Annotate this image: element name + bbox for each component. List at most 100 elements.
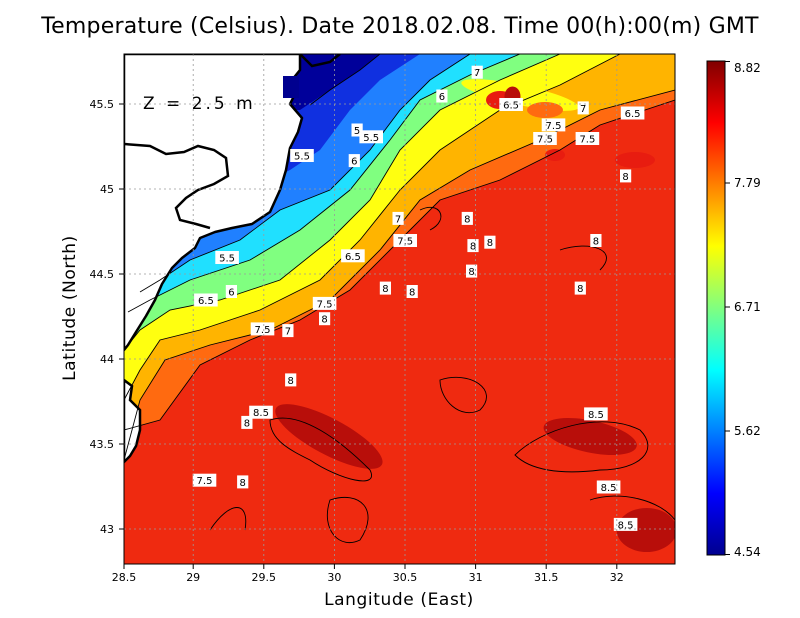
contour-label: 8	[319, 312, 331, 326]
contour-label-text: 7	[474, 68, 480, 79]
contour-label-text: 8.5	[618, 520, 634, 531]
contour-label-box	[250, 322, 275, 336]
contour-label-text: 8	[464, 214, 470, 225]
contour-label-box	[467, 239, 479, 253]
contour-label-text: 5.5	[363, 133, 379, 144]
warm-eddy-north-4	[615, 152, 655, 168]
contour-label: 8	[590, 234, 602, 248]
contour-label-text: 8	[622, 172, 628, 183]
warm-eddy-north-2	[527, 102, 563, 118]
contour-label-box	[575, 132, 600, 145]
contour-label: 6	[436, 89, 448, 103]
contour-label-text: 8	[409, 288, 415, 299]
x-tick-label: 28.5	[112, 571, 137, 584]
contour-label-text: 6.5	[198, 296, 214, 307]
contour-label: 6.5	[620, 106, 645, 120]
contour-label-text: 8	[244, 418, 250, 429]
contour-label: 7	[577, 101, 589, 115]
contour-label: 5.5	[359, 130, 383, 144]
contour-label-text: 7.5	[579, 135, 595, 146]
contour-label-box	[499, 98, 523, 111]
colorbar-tick-label: 8.82	[734, 61, 761, 75]
contour-label-text: 8.5	[588, 410, 604, 421]
contour-label-box	[282, 324, 294, 338]
contour-label-box	[584, 407, 608, 421]
contour-label-text: 7.5	[317, 299, 333, 310]
contour-label: 7.5	[541, 118, 566, 132]
north-shore	[299, 54, 341, 68]
lagoon-outline	[124, 142, 230, 230]
contour-label: 8	[467, 239, 479, 253]
colorbar	[706, 60, 726, 556]
contour-label-box	[351, 123, 363, 137]
contour-label: 8	[237, 475, 249, 489]
contour-label-text: 6	[351, 157, 357, 168]
colorbar-tick-label: 4.54	[734, 545, 761, 559]
contour-label-box	[461, 211, 473, 225]
land-mask	[124, 54, 341, 464]
contour-label-box	[312, 296, 337, 310]
contour-label: 5.5	[215, 251, 239, 265]
contour-label: 8	[406, 285, 418, 299]
contour-label-box	[359, 130, 383, 144]
contour-label-box	[590, 234, 602, 247]
x-tick-label: 30	[327, 571, 341, 584]
contour-label-box	[319, 312, 331, 326]
contour-label: 7	[392, 211, 404, 225]
contour-label: 8	[484, 235, 496, 249]
contour-label-box	[533, 132, 557, 145]
y-tick-label: 43	[100, 523, 114, 536]
contour-label-text: 7.5	[546, 121, 562, 132]
contour-label-text: 8	[487, 238, 493, 249]
contour-label-text: 8	[240, 478, 246, 489]
contour-label: 7.5	[312, 296, 337, 310]
contour-label: 8	[574, 281, 586, 295]
contour-label-box	[379, 281, 391, 295]
colorbar-tick-label: 6.71	[734, 300, 761, 314]
contour-label-box	[613, 517, 638, 531]
contour-label-box	[436, 89, 448, 103]
contour-label: 7	[282, 324, 294, 338]
contour-label: 8	[285, 373, 297, 387]
contour-label-text: 7	[580, 104, 586, 115]
contour-label-text: 6.5	[625, 109, 641, 120]
contour-label: 8	[241, 415, 253, 429]
contour-label-box	[194, 293, 218, 307]
y-tick-label: 45.5	[90, 98, 115, 111]
contour-label-box	[620, 169, 632, 183]
contour-label: 8.5	[596, 480, 621, 494]
contour-label-box	[237, 475, 249, 489]
plot-frame	[123, 53, 676, 565]
x-tick-label: 29.5	[252, 571, 277, 584]
contour-label-text: 7.5	[537, 135, 553, 146]
depth-label: Z = 2.5 m	[143, 94, 256, 114]
contour-label-box	[215, 251, 239, 264]
contour-label-text: 7	[395, 214, 401, 225]
contour-label-text: 8	[468, 267, 474, 278]
y-tick-label: 43.5	[90, 438, 115, 451]
contour-label-box	[392, 211, 404, 225]
contour-label: 7.5	[250, 322, 275, 336]
y-axis-label: Latitude (North)	[60, 235, 80, 381]
contour-label-text: 7.5	[255, 325, 271, 336]
contour-label: 8.5	[584, 407, 608, 421]
warm-eddy-north-3	[545, 149, 565, 161]
contour-label: 7.5	[192, 473, 217, 487]
x-tick-label: 29	[186, 571, 200, 584]
contour-label-box	[574, 281, 586, 295]
contour-label: 8	[461, 211, 473, 225]
contour-label-text: 6	[439, 92, 445, 103]
contour-label: 8	[620, 169, 632, 183]
contour-label-box	[466, 264, 478, 278]
contour-label-text: 8	[288, 376, 294, 387]
coast-lower	[124, 378, 142, 464]
contour-label-box	[225, 285, 237, 298]
x-tick-label: 31	[469, 571, 483, 584]
contour-label: 7.5	[575, 132, 600, 146]
contour-label-text: 5.5	[219, 254, 235, 265]
contour-label-box	[285, 373, 297, 387]
contour-label-box	[249, 405, 273, 419]
river-mouth	[283, 76, 299, 98]
contour-label: 7.5	[533, 132, 557, 146]
contour-label-box	[620, 106, 645, 120]
